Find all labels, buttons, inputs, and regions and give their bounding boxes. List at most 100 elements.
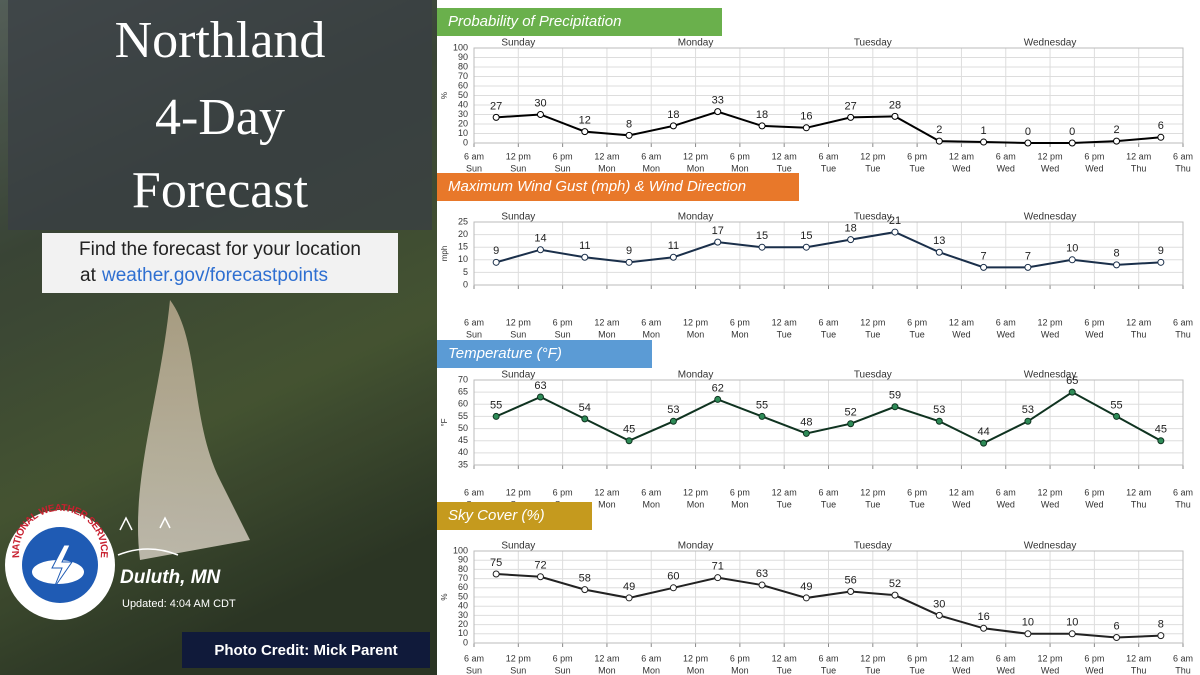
x-tick-label: 6 pm bbox=[907, 487, 927, 497]
data-line bbox=[495, 231, 1161, 269]
x-tick-label: 6 pm bbox=[1084, 487, 1104, 497]
plot-frame bbox=[473, 550, 1184, 644]
data-line bbox=[496, 110, 1161, 144]
y-tick-label: 40 bbox=[458, 99, 468, 109]
x-tick-day: Wed bbox=[1041, 665, 1059, 675]
data-label: 63 bbox=[756, 568, 768, 580]
data-label: 54 bbox=[579, 402, 591, 414]
x-tick-day: Mon bbox=[731, 329, 749, 339]
x-tick-day: Tue bbox=[865, 665, 880, 675]
data-label: 0 bbox=[1025, 126, 1031, 138]
y-tick-label: 20 bbox=[458, 619, 468, 629]
x-tick-label: 6 pm bbox=[553, 317, 573, 327]
x-tick-label: 6 am bbox=[818, 317, 838, 327]
data-point bbox=[758, 412, 766, 420]
data-label: 27 bbox=[845, 100, 857, 112]
chart-title: Probability of Precipitation bbox=[448, 13, 621, 30]
x-tick-label: 12 am bbox=[949, 317, 974, 327]
x-tick-label: 6 pm bbox=[730, 487, 750, 497]
plot-frame bbox=[473, 221, 1184, 286]
data-point bbox=[1068, 630, 1076, 638]
x-tick-day: Tue bbox=[910, 665, 925, 675]
data-point bbox=[625, 437, 633, 445]
x-tick-day: Tue bbox=[910, 499, 925, 509]
data-point bbox=[847, 587, 855, 595]
data-point bbox=[581, 253, 589, 261]
day-label: Sunday bbox=[501, 541, 535, 552]
data-point bbox=[669, 253, 677, 261]
x-tick-day: Thu bbox=[1131, 163, 1147, 173]
link[interactable]: weather.gov/forecastpoints bbox=[101, 265, 328, 286]
x-tick-day: Sun bbox=[555, 665, 571, 675]
day-label: Monday bbox=[678, 370, 714, 381]
x-tick-day: Tue bbox=[910, 163, 925, 173]
x-tick-label: 6 am bbox=[996, 317, 1016, 327]
x-tick-label: 6 pm bbox=[1084, 151, 1104, 161]
y-tick-label: 100 bbox=[453, 545, 468, 555]
y-tick-label: 5 bbox=[463, 267, 468, 277]
x-tick-label: 6 am bbox=[1173, 317, 1193, 327]
x-tick-label: 12 am bbox=[594, 151, 619, 161]
data-label: 7 bbox=[1025, 250, 1031, 262]
data-label: 62 bbox=[712, 382, 724, 394]
y-tick-label: 25 bbox=[458, 216, 468, 226]
day-label: Tuesday bbox=[854, 212, 892, 223]
x-tick-label: 6 am bbox=[818, 653, 838, 663]
data-point bbox=[1157, 437, 1165, 445]
data-point bbox=[1068, 139, 1076, 147]
day-label: Sunday bbox=[501, 38, 535, 49]
x-tick-label: 6 am bbox=[996, 653, 1016, 663]
data-point bbox=[847, 113, 855, 121]
data-point bbox=[492, 412, 500, 420]
data-label: 0 bbox=[1069, 126, 1075, 138]
x-tick-day: Tue bbox=[865, 329, 880, 339]
x-tick-label: 12 pm bbox=[683, 487, 708, 497]
y-tick-label: 10 bbox=[458, 628, 468, 638]
x-tick-day: Wed bbox=[997, 499, 1015, 509]
data-point bbox=[847, 236, 855, 244]
x-tick-day: Tue bbox=[821, 163, 836, 173]
data-label: 18 bbox=[667, 109, 679, 121]
data-point bbox=[891, 591, 899, 599]
data-point bbox=[581, 586, 589, 594]
x-tick-day: Wed bbox=[1085, 499, 1103, 509]
x-tick-label: 6 am bbox=[818, 487, 838, 497]
data-point bbox=[492, 258, 500, 266]
data-label: 55 bbox=[1110, 399, 1122, 411]
data-point bbox=[1113, 137, 1121, 145]
x-tick-label: 12 am bbox=[594, 487, 619, 497]
data-point bbox=[1157, 258, 1165, 266]
data-point bbox=[802, 594, 810, 602]
x-tick-day: Mon bbox=[731, 499, 749, 509]
x-tick-label: 6 pm bbox=[730, 653, 750, 663]
x-tick-label: 12 pm bbox=[683, 151, 708, 161]
data-point bbox=[980, 138, 988, 146]
x-tick-label: 6 pm bbox=[907, 653, 927, 663]
data-point bbox=[625, 131, 633, 139]
chart-banner bbox=[437, 340, 652, 368]
x-tick-label: 12 pm bbox=[683, 653, 708, 663]
data-label: 59 bbox=[889, 390, 901, 402]
x-tick-day: Thu bbox=[1175, 499, 1191, 509]
data-label: 15 bbox=[756, 230, 768, 242]
y-tick-label: 10 bbox=[458, 254, 468, 264]
charts-panel bbox=[437, 0, 1200, 675]
photo-credit: Photo Credit: Mick Parent bbox=[214, 642, 397, 659]
y-tick-label: 50 bbox=[458, 423, 468, 433]
data-point bbox=[1024, 630, 1032, 638]
data-point bbox=[935, 417, 943, 425]
x-tick-label: 12 pm bbox=[1038, 487, 1063, 497]
x-tick-day: Mon bbox=[642, 499, 660, 509]
x-tick-day: Thu bbox=[1131, 499, 1147, 509]
data-label: 60 bbox=[667, 571, 679, 583]
x-tick-label: 6 pm bbox=[1084, 653, 1104, 663]
y-tick-label: 60 bbox=[458, 80, 468, 90]
x-tick-label: 6 am bbox=[1173, 653, 1193, 663]
data-point bbox=[625, 258, 633, 266]
x-tick-day: Wed bbox=[997, 665, 1015, 675]
y-tick-label: 60 bbox=[458, 399, 468, 409]
data-point bbox=[669, 584, 677, 592]
data-point bbox=[1024, 417, 1032, 425]
x-tick-day: Sun bbox=[466, 163, 482, 173]
day-label: Monday bbox=[678, 38, 714, 49]
